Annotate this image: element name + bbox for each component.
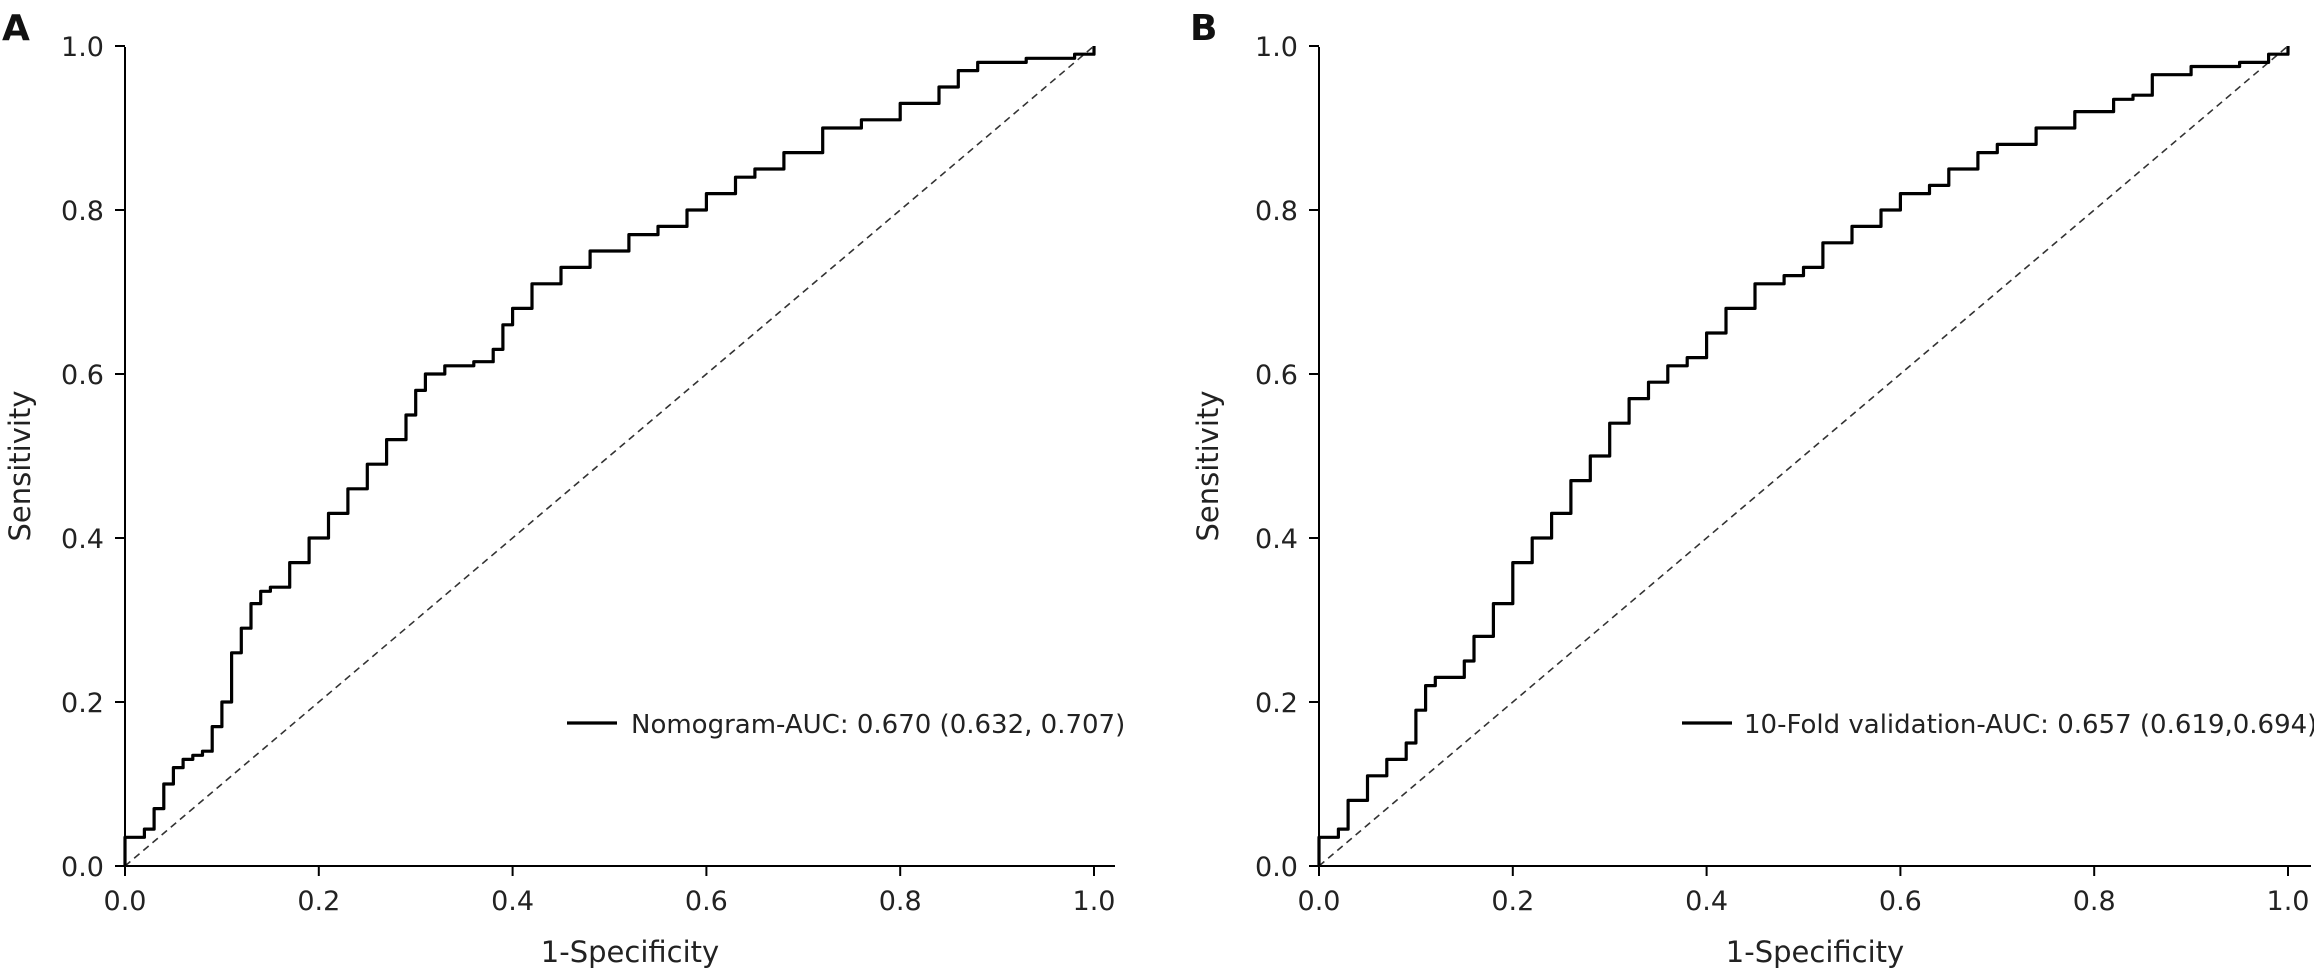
panel-b-legend: 10-Fold validation-AUC: 0.657 (0.619,0.6… <box>1682 710 2314 740</box>
panel-b-y-ticks <box>1309 45 1319 867</box>
panel-b-y-tick-label: 0.4 <box>1255 524 1298 555</box>
panel-a-x-tick-label: 0.0 <box>104 886 147 917</box>
panel-b-y-tick-label: 0.6 <box>1255 360 1298 391</box>
panel-a-x-ticks <box>124 866 1095 876</box>
panel-b-x-tick-label: 0.4 <box>1685 886 1728 917</box>
panel-b-y-tick-label: 0.8 <box>1255 196 1298 227</box>
panel-a: A 0.0 0.2 0.4 0.6 0.8 1.0 <box>2 8 1125 969</box>
panel-a-x-tick-label: 1.0 <box>1073 886 1116 917</box>
panel-b-y-tick-label: 1.0 <box>1255 32 1298 63</box>
panel-a-x-tick-label: 0.4 <box>491 886 534 917</box>
panel-a-x-axis-label: 1-Specificity <box>541 935 719 969</box>
panel-a-x-tick-label: 0.8 <box>879 886 922 917</box>
panel-b-legend-label: 10-Fold validation-AUC: 0.657 (0.619,0.6… <box>1744 710 2314 740</box>
panel-b-y-tick-label: 0.0 <box>1255 852 1298 883</box>
panel-b-x-axis-label: 1-Specificity <box>1726 935 1904 969</box>
panel-a-legend: Nomogram-AUC: 0.670 (0.632, 0.707) <box>567 710 1125 740</box>
panel-a-y-tick-label: 0.2 <box>61 688 104 719</box>
panel-b-x-tick-label: 0.8 <box>2073 886 2116 917</box>
panel-a-roc-curve <box>123 46 1096 866</box>
panel-b-x-tick-label: 0.2 <box>1491 886 1534 917</box>
panel-b-x-tick-label: 0.6 <box>1879 886 1922 917</box>
panel-a-reference-line <box>124 45 1095 867</box>
panel-b-y-tick-label: 0.2 <box>1255 688 1298 719</box>
panel-a-y-tick-label: 0.8 <box>61 196 104 227</box>
panel-a-y-tick-label: 1.0 <box>61 32 104 63</box>
panel-a-letter: A <box>2 8 30 49</box>
panel-b-x-tick-labels: 0.0 0.2 0.4 0.6 0.8 1.0 <box>1298 886 2310 917</box>
panel-b-x-tick-label: 1.0 <box>2267 886 2310 917</box>
panel-a-y-tick-label: 0.4 <box>61 524 104 555</box>
panel-b: B 0.0 0.2 0.4 0.6 0.8 1.0 <box>1190 8 2314 969</box>
panel-b-roc-curve <box>1317 46 2290 866</box>
panel-a-y-tick-labels: 0.0 0.2 0.4 0.6 0.8 1.0 <box>61 32 104 883</box>
panel-a-legend-label: Nomogram-AUC: 0.670 (0.632, 0.707) <box>631 710 1125 740</box>
panel-b-x-ticks <box>1318 866 2289 876</box>
panel-a-y-tick-label: 0.0 <box>61 852 104 883</box>
panel-b-reference-line <box>1318 45 2289 867</box>
panel-b-y-axis-label: Sensitivity <box>1191 391 1225 542</box>
panel-a-x-tick-label: 0.6 <box>685 886 728 917</box>
panel-a-x-tick-label: 0.2 <box>297 886 340 917</box>
panel-a-y-tick-label: 0.6 <box>61 360 104 391</box>
panel-b-y-tick-labels: 0.0 0.2 0.4 0.6 0.8 1.0 <box>1255 32 1298 883</box>
panel-a-x-tick-labels: 0.0 0.2 0.4 0.6 0.8 1.0 <box>104 886 1116 917</box>
panel-a-y-ticks <box>115 45 125 867</box>
panel-b-letter: B <box>1190 8 1217 49</box>
panel-b-x-tick-label: 0.0 <box>1298 886 1341 917</box>
panel-a-y-axis-label: Sensitivity <box>3 391 37 542</box>
